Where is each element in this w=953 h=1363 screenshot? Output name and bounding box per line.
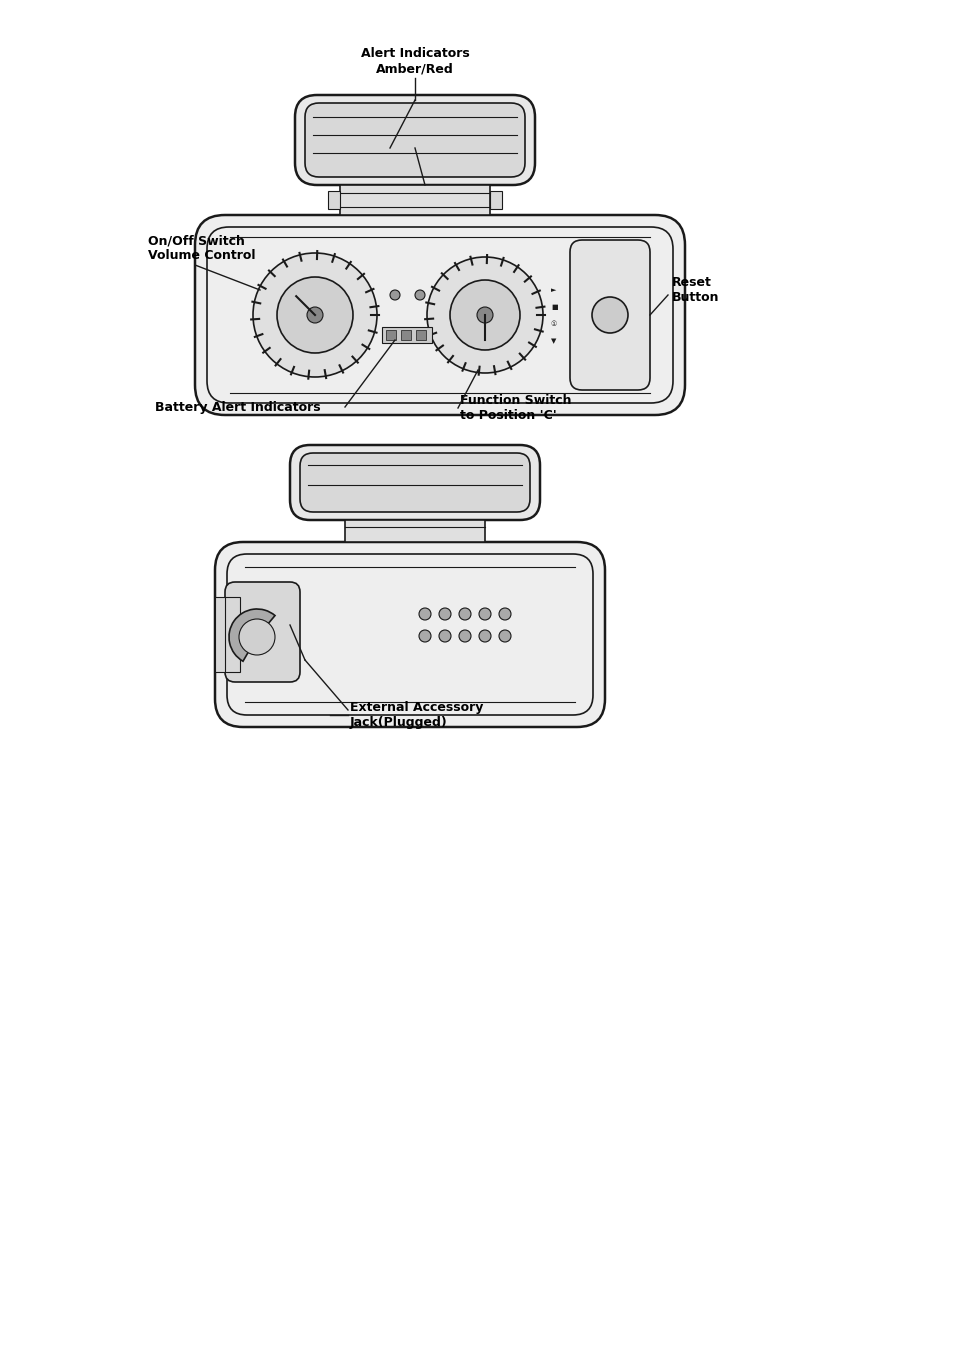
- Circle shape: [276, 277, 353, 353]
- Text: Reset
Button: Reset Button: [671, 275, 719, 304]
- Text: ►: ►: [551, 288, 556, 293]
- Circle shape: [458, 630, 471, 642]
- Circle shape: [418, 630, 431, 642]
- Text: Battery Alert Indicators: Battery Alert Indicators: [154, 401, 320, 413]
- Circle shape: [239, 619, 274, 656]
- Bar: [386, 330, 395, 339]
- Circle shape: [418, 608, 431, 620]
- Circle shape: [438, 630, 451, 642]
- Bar: [214, 597, 240, 672]
- Circle shape: [390, 290, 399, 300]
- Bar: [400, 330, 411, 339]
- FancyBboxPatch shape: [299, 453, 530, 512]
- Text: On/Off Switch
Volume Control: On/Off Switch Volume Control: [148, 234, 255, 262]
- FancyBboxPatch shape: [569, 240, 649, 390]
- Circle shape: [438, 608, 451, 620]
- Bar: [339, 185, 490, 215]
- Text: Alert Indicators
Amber/Red: Alert Indicators Amber/Red: [360, 46, 469, 75]
- Circle shape: [450, 279, 519, 350]
- Text: ▼: ▼: [551, 338, 556, 343]
- Bar: [416, 330, 426, 339]
- Text: External Accessory
Jack(Plugged): External Accessory Jack(Plugged): [350, 701, 483, 729]
- FancyBboxPatch shape: [294, 95, 535, 185]
- Bar: [381, 327, 432, 343]
- Circle shape: [458, 608, 471, 620]
- Circle shape: [498, 630, 511, 642]
- Bar: [490, 191, 501, 209]
- Circle shape: [415, 290, 424, 300]
- Circle shape: [592, 297, 627, 333]
- FancyBboxPatch shape: [305, 104, 524, 177]
- Circle shape: [498, 608, 511, 620]
- Circle shape: [476, 307, 493, 323]
- Circle shape: [478, 630, 491, 642]
- Bar: [345, 521, 484, 542]
- Circle shape: [427, 258, 542, 373]
- FancyBboxPatch shape: [194, 215, 684, 414]
- Wedge shape: [229, 609, 274, 661]
- Bar: [328, 191, 339, 209]
- FancyBboxPatch shape: [214, 542, 604, 726]
- Text: Function Switch
to Position 'C': Function Switch to Position 'C': [459, 394, 571, 423]
- FancyBboxPatch shape: [225, 582, 299, 682]
- Circle shape: [253, 254, 376, 378]
- Circle shape: [478, 608, 491, 620]
- Text: ■: ■: [551, 304, 558, 309]
- Circle shape: [307, 307, 323, 323]
- FancyBboxPatch shape: [290, 444, 539, 521]
- Text: ①: ①: [551, 322, 557, 327]
